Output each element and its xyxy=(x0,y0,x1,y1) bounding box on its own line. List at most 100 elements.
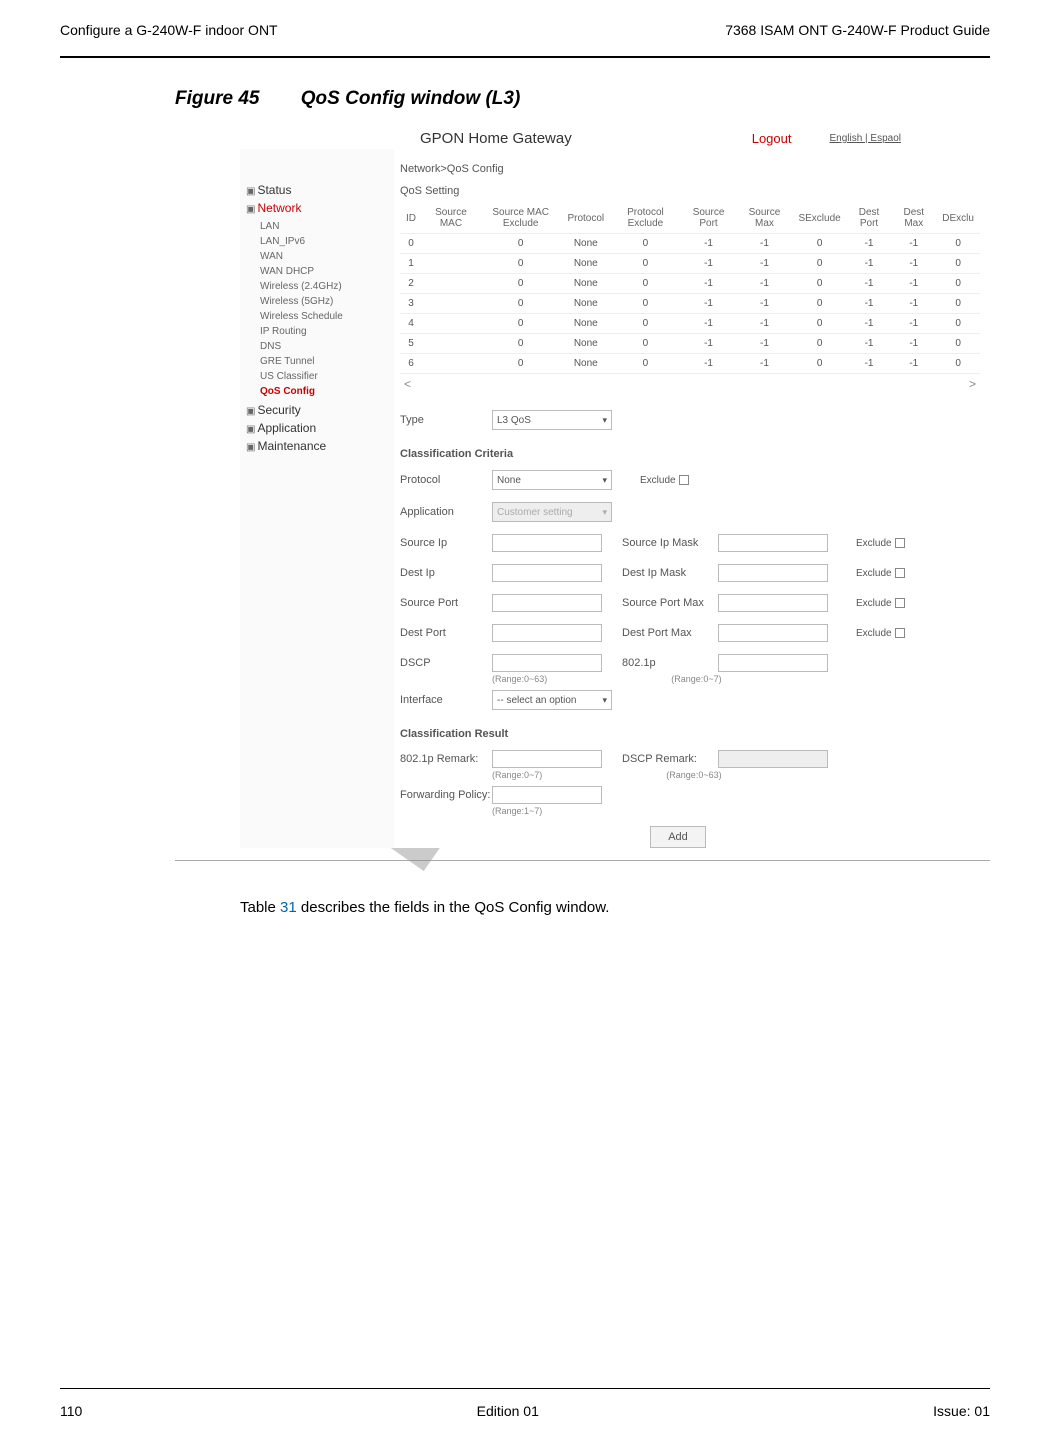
table-scrollbar[interactable]: < > xyxy=(400,374,980,394)
dest-ip-input[interactable] xyxy=(492,564,602,582)
table-cell: 0 xyxy=(936,334,980,354)
dest-port-max-input[interactable] xyxy=(718,624,828,642)
src-port-exclude[interactable]: Exclude xyxy=(856,598,905,609)
table-row[interactable]: 40None0-1-10-1-10 xyxy=(400,314,980,334)
table-row[interactable]: 00None0-1-10-1-10 xyxy=(400,234,980,254)
sidebar-group-application[interactable]: ▣Application xyxy=(246,421,390,435)
scroll-left-icon[interactable]: < xyxy=(404,377,411,391)
p8021-input[interactable] xyxy=(718,654,828,672)
sidebar-item-gre[interactable]: GRE Tunnel xyxy=(260,354,390,369)
table-cell: 0 xyxy=(936,274,980,294)
sidebar-item-wan[interactable]: WAN xyxy=(260,249,390,264)
table-cell xyxy=(422,234,480,254)
checkbox-icon[interactable] xyxy=(895,538,905,548)
table-row[interactable]: 10None0-1-10-1-10 xyxy=(400,254,980,274)
checkbox-icon[interactable] xyxy=(895,598,905,608)
table-row[interactable]: 30None0-1-10-1-10 xyxy=(400,294,980,314)
src-ip-mask-label: Source Ip Mask xyxy=(622,537,718,549)
table-cell: 0 xyxy=(936,294,980,314)
type-select[interactable]: L3 QoS▾ xyxy=(492,410,612,430)
sidebar-item-lan-ipv6[interactable]: LAN_IPv6 xyxy=(260,234,390,249)
table-header-row: ID Source MAC Source MAC Exclude Protoco… xyxy=(400,203,980,234)
sidebar: ▣Status ▣Network LAN LAN_IPv6 WAN WAN DH… xyxy=(240,149,394,848)
src-ip-exclude[interactable]: Exclude xyxy=(856,538,905,549)
figure-caption: Figure 45 QoS Config window (L3) xyxy=(175,88,1050,110)
sidebar-item-dns[interactable]: DNS xyxy=(260,339,390,354)
dest-ip-label: Dest Ip xyxy=(400,567,492,579)
table-cell xyxy=(422,294,480,314)
dest-ip-mask-input[interactable] xyxy=(718,564,828,582)
table-cell: 3 xyxy=(400,294,422,314)
col-srcmac: Source MAC xyxy=(422,203,480,234)
logout-link[interactable]: Logout xyxy=(752,131,792,146)
sidebar-item-wireless-5[interactable]: Wireless (5GHz) xyxy=(260,294,390,309)
table-cell: None xyxy=(561,334,610,354)
sidebar-group-network[interactable]: ▣Network xyxy=(246,201,390,215)
chevron-down-icon: ▾ xyxy=(602,415,607,426)
table-cell: 0 xyxy=(792,254,846,274)
figure-title: QoS Config window (L3) xyxy=(301,88,521,109)
sidebar-item-wireless-schedule[interactable]: Wireless Schedule xyxy=(260,309,390,324)
sidebar-item-wireless-24[interactable]: Wireless (2.4GHz) xyxy=(260,279,390,294)
dest-port-exclude[interactable]: Exclude xyxy=(856,628,905,639)
src-ip-input[interactable] xyxy=(492,534,602,552)
src-port-input[interactable] xyxy=(492,594,602,612)
table-cell: None xyxy=(561,234,610,254)
table-cell: 0 xyxy=(610,274,681,294)
application-select[interactable]: Customer setting▾ xyxy=(492,502,612,522)
qos-form: Type L3 QoS▾ Classification Criteria Pro… xyxy=(400,404,990,848)
table-cell: 0 xyxy=(480,334,562,354)
sidebar-item-lan[interactable]: LAN xyxy=(260,219,390,234)
dscp-range: (Range:0~63) xyxy=(492,674,547,684)
checkbox-icon[interactable] xyxy=(895,568,905,578)
classification-result-label: Classification Result xyxy=(400,728,990,740)
col-destmax: Dest Max xyxy=(891,203,936,234)
sidebar-group-maintenance[interactable]: ▣Maintenance xyxy=(246,439,390,453)
table-cell xyxy=(422,314,480,334)
table-cell xyxy=(422,274,480,294)
sidebar-item-wan-dhcp[interactable]: WAN DHCP xyxy=(260,264,390,279)
checkbox-icon[interactable] xyxy=(679,475,689,485)
scroll-right-icon[interactable]: > xyxy=(969,377,976,391)
dest-port-input[interactable] xyxy=(492,624,602,642)
src-ip-mask-input[interactable] xyxy=(718,534,828,552)
app-header: GPON Home Gateway Logout English | Espao… xyxy=(240,124,990,149)
dest-ip-exclude[interactable]: Exclude xyxy=(856,568,905,579)
src-port-max-label: Source Port Max xyxy=(622,597,718,609)
table-cell: -1 xyxy=(891,254,936,274)
table-cell: 0 xyxy=(480,314,562,334)
table-cell: 0 xyxy=(610,254,681,274)
table-cell: -1 xyxy=(681,294,737,314)
checkbox-icon[interactable] xyxy=(895,628,905,638)
sidebar-item-us-classifier[interactable]: US Classifier xyxy=(260,369,390,384)
table-cell: None xyxy=(561,294,610,314)
dscp-remark-input[interactable] xyxy=(718,750,828,768)
screenshot-region: GPON Home Gateway Logout English | Espao… xyxy=(240,124,990,848)
protocol-exclude[interactable]: Exclude xyxy=(640,475,689,486)
language-selector[interactable]: English | Espaol xyxy=(829,133,901,144)
table-cell xyxy=(422,254,480,274)
table-row[interactable]: 50None0-1-10-1-10 xyxy=(400,334,980,354)
interface-select[interactable]: -- select an option▾ xyxy=(492,690,612,710)
protocol-select[interactable]: None▾ xyxy=(492,470,612,490)
table-cell: -1 xyxy=(847,314,892,334)
figure-bottom-rule xyxy=(175,860,990,861)
add-button[interactable]: Add xyxy=(650,826,706,848)
p8021-label: 802.1p xyxy=(622,657,718,669)
table-row[interactable]: 20None0-1-10-1-10 xyxy=(400,274,980,294)
table-cell: 0 xyxy=(792,354,846,374)
description-text: Table 31 describes the fields in the QoS… xyxy=(240,899,1050,916)
table-row[interactable]: 60None0-1-10-1-10 xyxy=(400,354,980,374)
dscp-input[interactable] xyxy=(492,654,602,672)
sidebar-item-qos-config[interactable]: QoS Config xyxy=(260,384,390,399)
page-number: 110 xyxy=(60,1403,82,1419)
src-port-max-input[interactable] xyxy=(718,594,828,612)
sidebar-group-security[interactable]: ▣Security xyxy=(246,403,390,417)
sidebar-group-status[interactable]: ▣Status xyxy=(246,183,390,197)
table-cell: 0 xyxy=(610,334,681,354)
remark-8021p-input[interactable] xyxy=(492,750,602,768)
table-cell: 0 xyxy=(400,234,422,254)
sidebar-item-ip-routing[interactable]: IP Routing xyxy=(260,324,390,339)
fwd-policy-input[interactable] xyxy=(492,786,602,804)
table-cell: None xyxy=(561,354,610,374)
